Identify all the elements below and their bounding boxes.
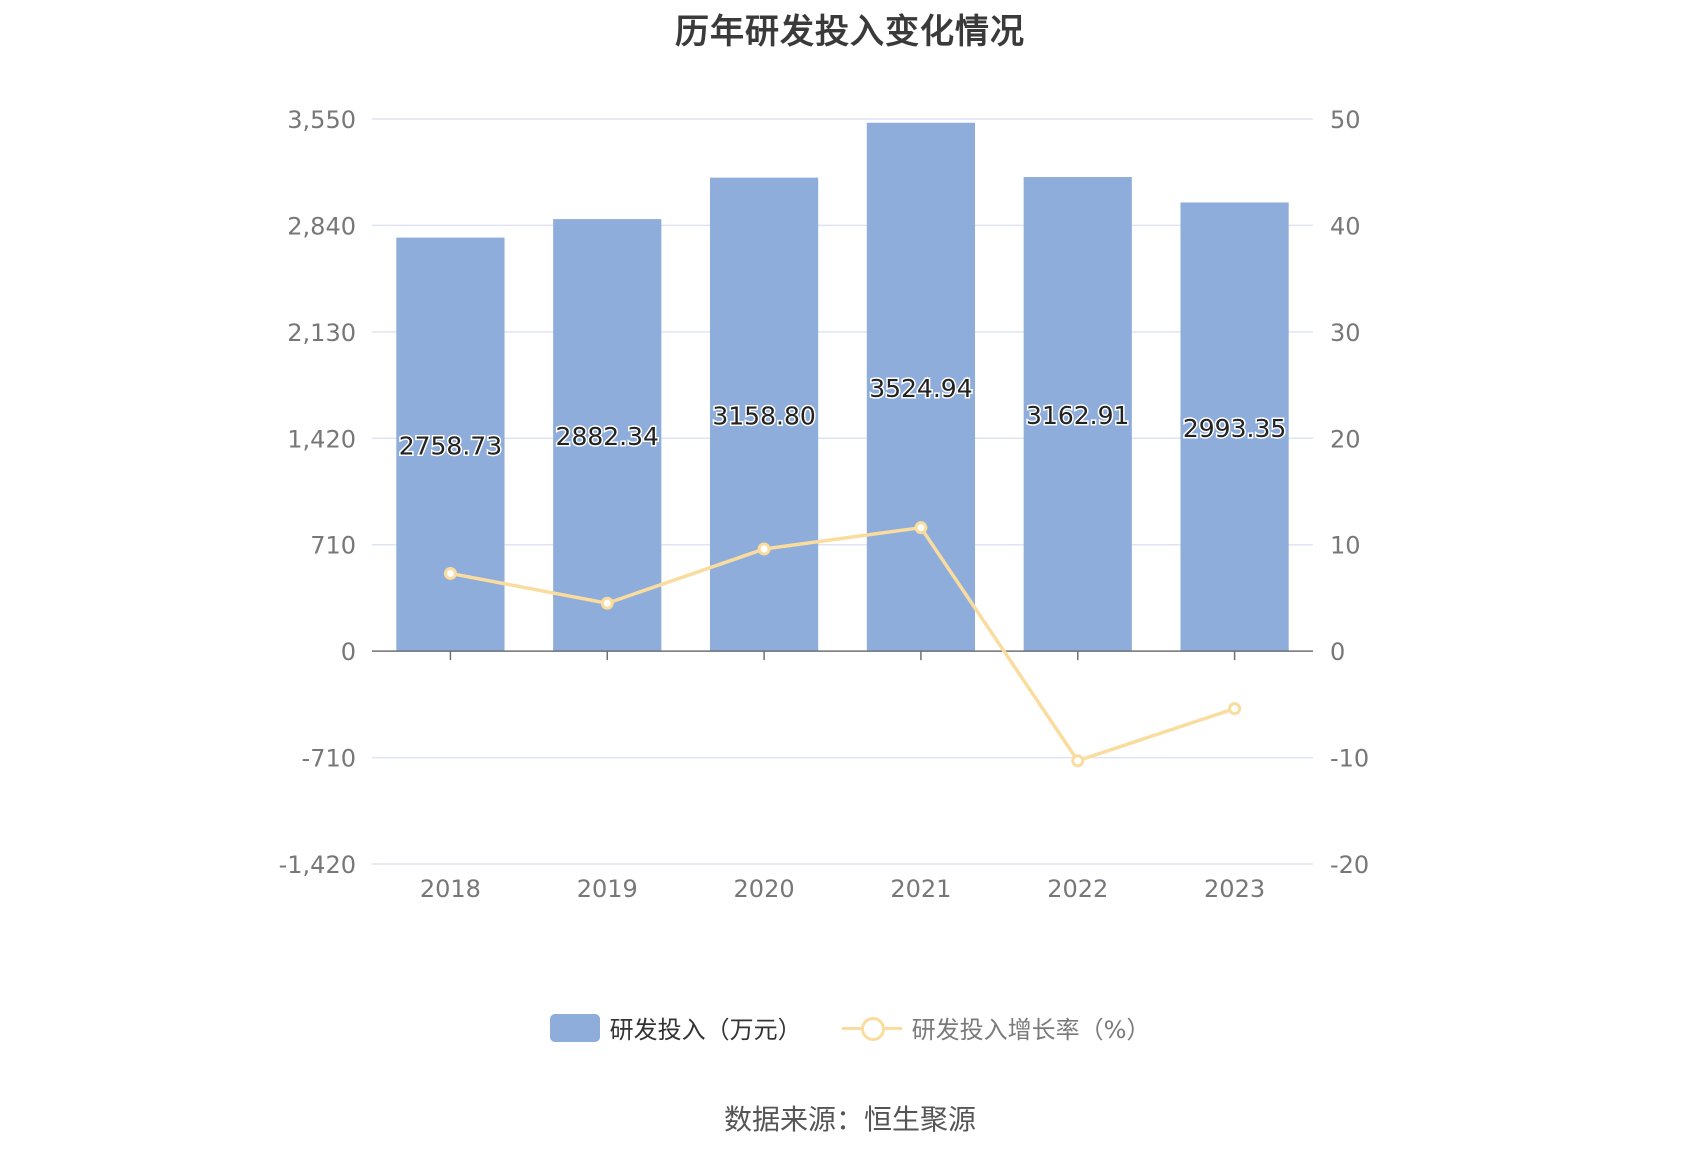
bar [396, 237, 505, 652]
y-right-tick-label: 40 [1330, 212, 1361, 240]
bar [709, 177, 819, 652]
bar-data-label: 3158.80 [712, 401, 815, 430]
bar-data-label: 2882.34 [556, 422, 659, 451]
bar [553, 219, 662, 652]
y-right-tick-label: 50 [1330, 106, 1361, 134]
legend-item-line[interactable]: 研发投入增长率（%） [841, 1010, 1151, 1045]
y-left-tick-label: 2,130 [287, 319, 356, 347]
y-left-tick-label: 0 [341, 638, 356, 666]
bar [1023, 177, 1132, 652]
bar-data-label: 3524.94 [869, 374, 972, 403]
growth-rate-point [757, 542, 771, 556]
grid-layer [372, 118, 1313, 865]
x-tick-label: 2019 [577, 875, 638, 903]
y-left-tick-label: 710 [310, 532, 356, 560]
bar [866, 122, 976, 652]
x-tick-label: 2018 [420, 875, 481, 903]
legend-bar-swatch [549, 1013, 600, 1042]
y-left-tick-label: -710 [302, 745, 356, 773]
y-right-tick-label: 0 [1330, 638, 1345, 666]
bar-layer [396, 122, 1289, 652]
data-source: 数据来源：恒生聚源 [723, 1103, 976, 1136]
growth-rate-point [1228, 702, 1242, 716]
growth-rate-point [914, 521, 928, 535]
chart-title: 历年研发投入变化情况 [675, 12, 1025, 52]
growth-rate-line [450, 525, 1236, 763]
bar [1180, 202, 1289, 652]
legend: 研发投入（万元） 研发投入增长率（%） [0, 1010, 1700, 1045]
line-layer [443, 521, 1242, 768]
y-left-tick-label: -1,420 [279, 851, 356, 879]
y-left-tick-label: 3,550 [287, 106, 356, 134]
y-right-tick-label: 20 [1330, 425, 1361, 453]
legend-line-swatch [841, 1014, 902, 1042]
growth-rate-point [1071, 754, 1085, 768]
axis-layer: -1,420 -710 0 710 1,420 2,130 2,840 3,550 -20 -10… [279, 106, 1370, 903]
legend-item-bar[interactable]: 研发投入（万元） [549, 1010, 802, 1045]
bar-data-label: 2993.35 [1183, 414, 1286, 443]
legend-label-line: 研发投入增长率（%） [911, 1016, 1151, 1044]
y-left-tick-label: 1,420 [287, 425, 356, 453]
x-tick-label: 2022 [1047, 875, 1108, 903]
growth-rate-point [600, 596, 614, 610]
y-right-tick-label: -20 [1330, 851, 1369, 879]
x-tick-label: 2021 [890, 875, 951, 903]
y-right-tick-label: 10 [1330, 532, 1361, 560]
growth-rate-point [443, 566, 457, 580]
y-right-tick-label: -10 [1330, 745, 1369, 773]
x-tick-label: 2023 [1204, 875, 1265, 903]
y-right-tick-label: 30 [1330, 319, 1361, 347]
bar-data-label: 3162.91 [1026, 401, 1129, 430]
bar-data-label: 2758.73 [399, 431, 502, 460]
x-tick-label: 2020 [734, 875, 795, 903]
data-label-layer: 2758.73 2882.34 3158.80 3524.94 3162.91 2993.… [397, 372, 1288, 461]
legend-label-bar: 研发投入（万元） [609, 1016, 802, 1044]
y-left-tick-label: 2,840 [287, 212, 356, 240]
